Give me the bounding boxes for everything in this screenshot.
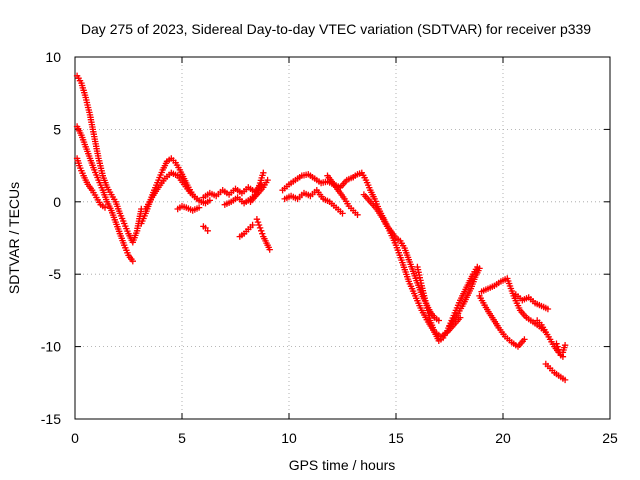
grid-lines <box>75 57 610 419</box>
data-point <box>554 343 561 350</box>
series-sat-l <box>247 176 271 205</box>
data-point <box>521 336 528 343</box>
series-sat-r <box>414 263 481 344</box>
data-point <box>253 216 261 223</box>
data-point <box>259 230 266 237</box>
data-point <box>258 227 265 234</box>
data-point <box>193 195 201 203</box>
data-point <box>354 211 361 218</box>
y-tick-label: -5 <box>49 266 62 282</box>
data-points <box>73 72 569 384</box>
plot-frame <box>74 56 611 420</box>
series-sat-q <box>360 191 464 340</box>
x-tick-label: 10 <box>281 430 297 446</box>
x-axis-label: GPS time / hours <box>289 457 396 473</box>
x-tick-label: 15 <box>388 430 404 446</box>
data-point <box>256 224 264 232</box>
data-point <box>129 258 136 265</box>
data-point <box>435 317 442 324</box>
data-point <box>195 204 203 211</box>
series-sat-e <box>142 169 201 213</box>
series-sat-n <box>281 187 346 217</box>
chart-title: Day 275 of 2023, Sidereal Day-to-day VTE… <box>81 21 591 37</box>
data-point <box>544 305 552 313</box>
data-point <box>255 221 263 229</box>
y-tick-label: 0 <box>53 194 61 210</box>
series-sat-t <box>476 292 528 350</box>
y-tick-label: 10 <box>45 49 61 65</box>
series-sat-x <box>542 360 569 384</box>
x-tick-label: 20 <box>495 430 511 446</box>
x-tick-label: 5 <box>178 430 186 446</box>
series-sat-d <box>138 155 213 227</box>
series-sat-v <box>512 291 552 313</box>
data-point <box>476 265 483 272</box>
series-sat-g <box>200 223 211 234</box>
series-sat-y <box>553 340 569 359</box>
series-sat-c <box>73 155 109 211</box>
series-sat-a <box>73 72 145 246</box>
series-sat-k <box>253 216 273 253</box>
y-tick-label: -10 <box>41 339 61 355</box>
data-point <box>561 376 569 384</box>
series-sat-j <box>236 221 256 240</box>
axis-ticks <box>74 56 611 420</box>
series-sat-f <box>174 202 203 214</box>
data-point <box>339 210 346 217</box>
y-tick-label: -15 <box>41 411 61 427</box>
series-sat-w <box>534 317 567 360</box>
y-tick-label: 5 <box>53 121 61 137</box>
data-point <box>101 204 109 211</box>
series-sat-o <box>324 172 361 218</box>
data-point <box>254 218 262 226</box>
x-tick-label: 25 <box>602 430 618 446</box>
x-tick-label: 0 <box>71 430 79 446</box>
data-point <box>204 227 211 234</box>
y-tick-labels: 10 5 0 -5 -10 -15 <box>41 49 61 427</box>
data-point <box>249 221 256 229</box>
series-sat-m <box>279 171 357 194</box>
x-tick-labels: 0 5 10 15 20 25 <box>71 430 618 446</box>
data-point <box>553 340 560 347</box>
data-point <box>260 169 267 176</box>
series-sat-b <box>73 123 136 265</box>
series-sat-s <box>446 265 483 330</box>
data-point <box>206 197 213 204</box>
data-point <box>266 246 273 253</box>
data-point <box>561 342 569 349</box>
y-axis-label: SDTVAR / TECUs <box>6 182 22 294</box>
data-point <box>264 176 271 184</box>
